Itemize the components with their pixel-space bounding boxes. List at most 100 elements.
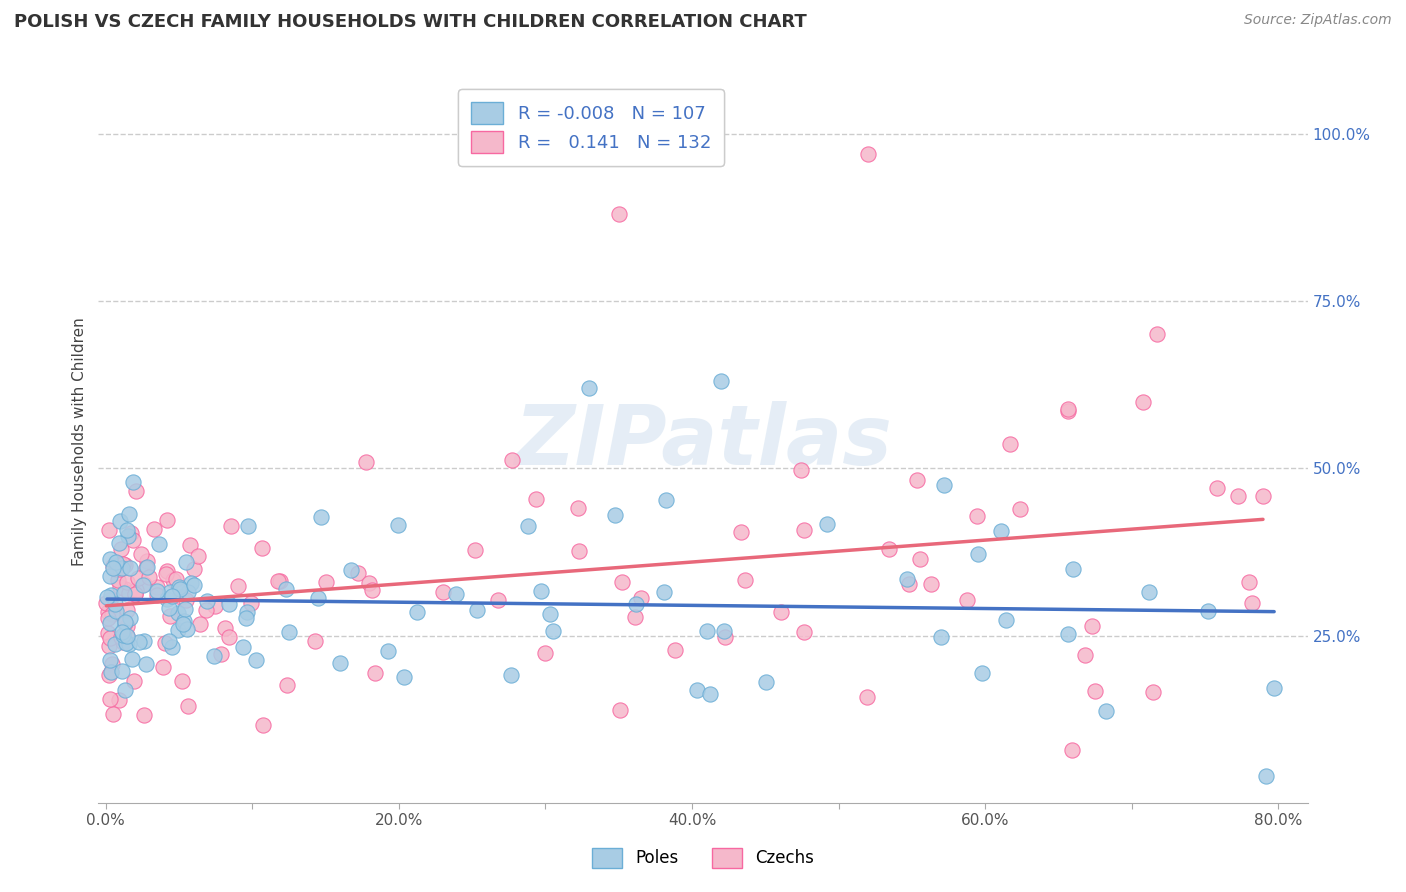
Point xyxy=(815,516,838,531)
Point xyxy=(361,582,384,597)
Point xyxy=(112,628,135,642)
Point xyxy=(165,572,187,586)
Point xyxy=(1137,585,1160,599)
Point xyxy=(114,682,136,697)
Point xyxy=(534,646,557,660)
Point xyxy=(145,580,167,594)
Point xyxy=(501,453,523,467)
Point xyxy=(356,455,378,469)
Point xyxy=(209,648,232,662)
Point xyxy=(104,555,127,569)
Point xyxy=(159,608,181,623)
Point xyxy=(183,562,205,576)
Point xyxy=(879,541,901,556)
Point xyxy=(98,632,121,646)
Point xyxy=(267,574,290,589)
Point xyxy=(170,674,193,689)
Point xyxy=(730,525,752,540)
Point xyxy=(530,583,553,598)
Point xyxy=(276,678,298,692)
Point xyxy=(340,563,363,577)
Point xyxy=(790,463,813,477)
Point xyxy=(610,575,633,590)
Point xyxy=(464,542,486,557)
Point xyxy=(128,635,150,649)
Point xyxy=(108,558,131,572)
Point xyxy=(1251,489,1274,503)
Point xyxy=(127,571,149,585)
Point xyxy=(179,538,201,552)
Point xyxy=(98,523,121,537)
Point xyxy=(236,518,259,533)
Point xyxy=(1084,684,1107,698)
Point xyxy=(108,514,131,528)
Point xyxy=(245,653,267,667)
Point xyxy=(276,582,298,596)
Point xyxy=(1205,481,1227,495)
Point xyxy=(755,675,778,690)
Point xyxy=(309,509,332,524)
Point xyxy=(856,690,879,705)
Point xyxy=(856,147,879,161)
Point xyxy=(156,592,179,607)
Point xyxy=(97,668,120,682)
Point xyxy=(329,656,352,670)
Point xyxy=(177,585,200,599)
Point xyxy=(524,492,547,507)
Point xyxy=(232,640,254,654)
Point xyxy=(187,549,209,564)
Point xyxy=(157,634,180,648)
Point xyxy=(121,475,143,489)
Point xyxy=(98,639,121,653)
Point xyxy=(998,436,1021,450)
Point xyxy=(793,523,815,537)
Point xyxy=(235,605,257,619)
Point xyxy=(136,554,159,568)
Point xyxy=(1008,502,1031,516)
Point xyxy=(307,591,329,606)
Point xyxy=(132,708,155,723)
Point xyxy=(124,587,146,601)
Point xyxy=(568,544,591,558)
Point xyxy=(98,593,121,607)
Point xyxy=(101,607,124,621)
Point xyxy=(111,561,134,575)
Point xyxy=(177,699,200,714)
Point xyxy=(114,558,136,573)
Point xyxy=(138,570,160,584)
Point xyxy=(176,555,198,569)
Point xyxy=(966,509,988,524)
Point xyxy=(166,623,188,637)
Point xyxy=(169,582,191,596)
Point xyxy=(103,559,125,574)
Point xyxy=(908,552,931,566)
Point xyxy=(920,577,942,591)
Point xyxy=(101,657,124,671)
Point xyxy=(132,578,155,592)
Point xyxy=(626,598,648,612)
Point xyxy=(304,634,326,648)
Point xyxy=(1142,685,1164,699)
Point xyxy=(97,626,120,640)
Point xyxy=(517,519,540,533)
Point xyxy=(432,585,454,599)
Point xyxy=(377,643,399,657)
Text: ZIPatlas: ZIPatlas xyxy=(515,401,891,482)
Point xyxy=(190,616,212,631)
Point xyxy=(115,629,138,643)
Point xyxy=(363,666,385,681)
Point xyxy=(104,597,127,611)
Point xyxy=(117,637,139,651)
Point xyxy=(269,574,291,588)
Point xyxy=(115,575,138,590)
Point xyxy=(501,668,523,682)
Point xyxy=(135,657,157,671)
Point xyxy=(100,653,122,667)
Point xyxy=(157,601,180,615)
Point xyxy=(990,524,1012,539)
Point xyxy=(176,622,198,636)
Point xyxy=(1060,743,1083,757)
Point xyxy=(156,564,179,578)
Point xyxy=(444,587,467,601)
Point xyxy=(406,605,429,619)
